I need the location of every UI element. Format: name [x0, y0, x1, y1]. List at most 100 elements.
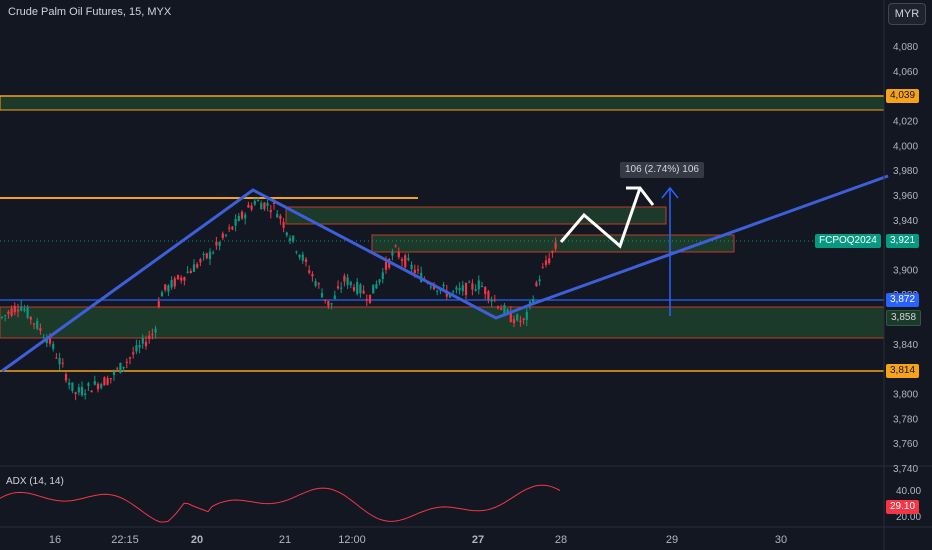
candle-body — [240, 211, 244, 219]
candle-body — [474, 289, 477, 291]
candle-body — [477, 280, 480, 290]
candle-body — [119, 363, 122, 373]
candle-body — [212, 252, 215, 254]
adx-indicator-label[interactable]: ADX (14, 14) — [6, 476, 64, 487]
candle-body — [144, 341, 148, 347]
candle-body — [516, 314, 519, 321]
time-tick-label: 16 — [49, 534, 61, 546]
candle-body — [45, 338, 48, 344]
time-axis[interactable]: 16 22:15 20 21 12:00 27 28 29 30 — [49, 534, 787, 546]
candle-body — [301, 254, 304, 261]
candle-body — [372, 284, 375, 294]
candle-body — [205, 253, 208, 259]
candle-body — [26, 307, 29, 318]
candle-body — [544, 260, 548, 265]
candle-body — [548, 258, 551, 264]
candle-body — [327, 301, 330, 307]
candle-body — [484, 287, 487, 295]
candle-body — [314, 281, 317, 286]
candle-body — [189, 270, 192, 274]
candle-body — [298, 254, 301, 258]
demand-zone — [0, 306, 885, 339]
candle-body — [413, 269, 416, 273]
price-label-4039: 4,039 — [886, 89, 920, 103]
candle-body — [282, 222, 285, 228]
candle-body — [87, 383, 90, 386]
candle-body — [461, 285, 464, 292]
candle-body — [538, 279, 541, 282]
candle-body — [228, 227, 231, 229]
candle-body — [317, 283, 320, 285]
candle-body — [356, 281, 359, 294]
candle-body — [16, 309, 20, 312]
candle-body — [4, 315, 7, 317]
candle-body — [340, 287, 343, 289]
adx-tick-label: 40.00 — [896, 486, 921, 497]
candle-body — [0, 316, 4, 318]
candle-body — [196, 264, 199, 268]
candle-body — [80, 386, 84, 396]
candle-body — [192, 264, 196, 272]
time-tick-label: 29 — [666, 534, 678, 546]
candle-body — [384, 261, 388, 270]
adx-axis: 40.00 20.00 — [896, 486, 921, 523]
candle-body — [320, 293, 324, 298]
candle-body — [346, 277, 349, 286]
candle-body — [455, 287, 458, 290]
candle-body — [135, 345, 138, 352]
currency-button[interactable]: MYR — [888, 3, 926, 25]
candle-body — [551, 250, 554, 253]
projection-path — [559, 187, 642, 249]
candle-body — [490, 299, 493, 302]
candle-body — [164, 284, 167, 290]
time-tick-label: 28 — [555, 534, 567, 546]
measure-label: 106 (2.74%) 106 — [620, 162, 704, 178]
price-label-3814: 3,814 — [886, 364, 920, 378]
candle-body — [208, 251, 212, 260]
candle-body — [116, 368, 119, 370]
candle-body — [442, 284, 445, 287]
candle-body — [167, 285, 170, 292]
price-tick-label: 4,060 — [893, 67, 918, 78]
candle-body — [407, 258, 410, 261]
candle-body — [266, 202, 269, 206]
candle-body — [324, 299, 327, 301]
price-tick-label: 3,780 — [893, 414, 918, 425]
candle-body — [541, 267, 544, 269]
price-tick-label: 3,740 — [893, 464, 918, 475]
candle-body — [343, 275, 346, 282]
candle-body — [487, 291, 490, 300]
candle-body — [250, 205, 253, 210]
zones-layer — [0, 95, 885, 339]
price-axis[interactable]: 4,080 4,060 4,020 4,000 3,980 3,960 3,940 3,900… — [893, 42, 918, 475]
price-label-3858: 3,858 — [886, 310, 922, 326]
pattern-line — [1, 174, 889, 373]
candle-body — [397, 252, 400, 258]
candle-body — [176, 275, 180, 280]
price-tick-label: 3,840 — [893, 340, 918, 351]
candle-body — [221, 233, 224, 238]
candle-body — [260, 203, 263, 210]
candle-body — [512, 319, 516, 324]
candle-body — [311, 274, 314, 277]
candle-body — [292, 235, 295, 241]
candle-body — [61, 362, 64, 364]
candle-body — [234, 218, 237, 226]
candle-body — [68, 382, 71, 385]
adx-tick-label: 20.00 — [896, 512, 921, 523]
candle-body — [151, 334, 154, 336]
chart-title: Crude Palm Oil Futures, 15, MYX — [8, 6, 172, 18]
candle-body — [141, 338, 144, 344]
candle-body — [52, 343, 55, 349]
candle-body — [138, 345, 141, 348]
candle-body — [218, 242, 221, 246]
candle-body — [58, 358, 61, 365]
candle-body — [400, 259, 404, 261]
candle-body — [333, 295, 336, 299]
candle-body — [416, 269, 420, 271]
candle-body — [7, 311, 10, 314]
candle-body — [231, 226, 234, 230]
candle-body — [29, 316, 32, 320]
price-label-3921: 3,921 — [886, 234, 920, 248]
